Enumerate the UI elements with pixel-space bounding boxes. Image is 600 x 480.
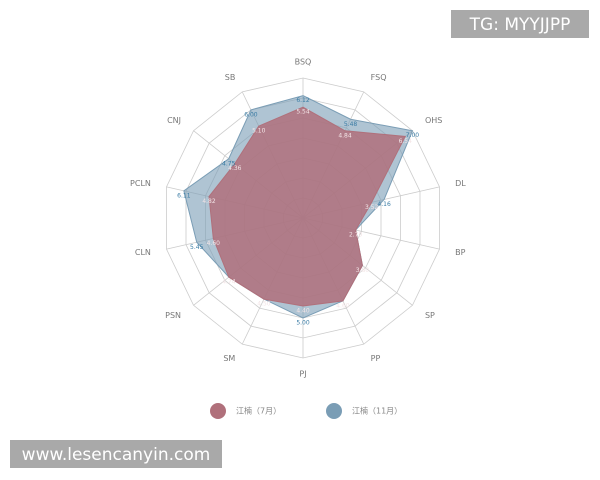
value-label: 4.82 bbox=[202, 198, 216, 205]
category-label: CNJ bbox=[167, 116, 181, 125]
category-label: SB bbox=[225, 73, 236, 82]
value-label: 6.54 bbox=[399, 138, 413, 145]
legend-label: 江楠（11月） bbox=[352, 406, 402, 416]
category-label: SM bbox=[223, 354, 235, 363]
radar-area bbox=[208, 106, 407, 307]
value-label: 4.50 bbox=[257, 301, 271, 308]
value-label: 5.00 bbox=[296, 320, 310, 327]
value-label: 2.70 bbox=[349, 232, 363, 239]
value-label: 5.48 bbox=[344, 121, 358, 128]
category-label: BSQ bbox=[295, 58, 312, 67]
value-label: 5.10 bbox=[252, 128, 266, 135]
legend-marker bbox=[210, 403, 226, 419]
category-label: FSQ bbox=[371, 73, 387, 82]
value-label: 4.16 bbox=[377, 201, 391, 208]
category-label: OHS bbox=[425, 116, 442, 125]
watermark: www.lesencanyin.com bbox=[22, 445, 211, 465]
category-label: PSN bbox=[165, 311, 181, 320]
value-label: 6.12 bbox=[296, 97, 310, 104]
plot: BSQ FSQ OHS DL BP SP PP PJ SM PSN CLN PCLN CNJ SB 5.54… bbox=[130, 58, 466, 419]
value-label: 5.45 bbox=[190, 244, 204, 251]
category-label: DL bbox=[455, 179, 466, 188]
watermark-box bbox=[10, 440, 222, 468]
legend-label: 江楠（7月） bbox=[236, 406, 281, 416]
watermark: TG: MYYJJPP bbox=[469, 15, 571, 35]
category-label: BP bbox=[455, 248, 465, 257]
value-label: 5.54 bbox=[296, 109, 310, 116]
value-label: 4.84 bbox=[338, 132, 352, 139]
value-label: 4.36 bbox=[228, 165, 242, 172]
value-label: 4.74 bbox=[222, 279, 236, 286]
value-label: 6.00 bbox=[244, 111, 258, 118]
value-label: 7.00 bbox=[406, 132, 420, 139]
value-label: 4.75 bbox=[222, 160, 236, 167]
legend-marker bbox=[326, 403, 342, 419]
value-label: 4.40 bbox=[296, 308, 310, 315]
category-label: PP bbox=[371, 354, 381, 363]
category-label: CLN bbox=[135, 248, 151, 257]
value-label: 4.60 bbox=[336, 302, 350, 309]
value-label: 3.80 bbox=[356, 267, 370, 274]
category-label: SP bbox=[425, 311, 435, 320]
category-label: PCLN bbox=[130, 179, 151, 188]
watermark-box bbox=[451, 10, 589, 38]
category-label: PJ bbox=[299, 370, 306, 379]
value-label: 4.60 bbox=[207, 240, 221, 247]
value-label: 3.52 bbox=[365, 204, 379, 211]
value-label: 6.11 bbox=[177, 192, 191, 199]
